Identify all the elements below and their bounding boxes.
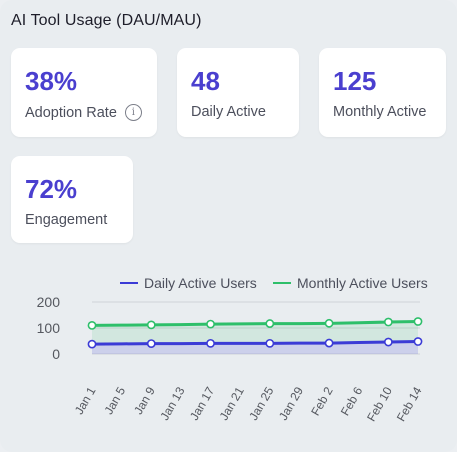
data-point	[206, 319, 215, 329]
x-tick-label: Jan 5	[101, 384, 128, 417]
monthly-active-card: 125 Monthly Active	[319, 48, 446, 137]
x-tick-label: Feb 10	[364, 384, 395, 424]
x-tick-label: Jan 17	[187, 384, 217, 422]
data-point	[383, 337, 393, 347]
legend-label: Daily Active Users	[144, 275, 257, 291]
x-tick-label: Jan 25	[246, 384, 276, 422]
data-point	[413, 337, 423, 346]
x-tick-label: Feb 2	[308, 384, 336, 418]
engagement-label: Engagement	[25, 212, 108, 228]
data-point	[324, 318, 334, 328]
data-point	[324, 338, 334, 348]
daily-active-label: Daily Active	[191, 104, 266, 120]
data-point	[413, 317, 423, 326]
x-tick-label: Feb 6	[338, 384, 366, 418]
x-tick-label: Jan 21	[217, 384, 247, 422]
engagement-value: 72%	[25, 174, 78, 204]
info-icon[interactable]: i	[124, 104, 142, 121]
data-point	[146, 339, 156, 348]
data-point	[265, 338, 275, 348]
monthly-active-value: 125	[333, 66, 377, 96]
data-point	[383, 317, 393, 327]
engagement-card: 72% Engagement	[11, 156, 133, 243]
y-tick-label: 200	[37, 294, 61, 310]
adoption-rate-label-row: Adoption Rate i	[25, 104, 142, 121]
mau-area-fill	[92, 321, 418, 345]
data-point	[146, 320, 156, 330]
y-tick-label: 100	[37, 320, 61, 336]
data-point	[87, 321, 97, 330]
monthly-active-label: Monthly Active	[333, 104, 427, 120]
x-tick-label: Jan 29	[276, 384, 306, 422]
adoption-rate-value: 38%	[25, 66, 78, 96]
series-line	[91, 320, 419, 327]
legend-label: Monthly Active Users	[297, 275, 428, 291]
page-title: AI Tool Usage (DAU/MAU)	[11, 12, 202, 29]
data-point	[87, 339, 97, 349]
daily-active-card: 48 Daily Active	[177, 48, 299, 137]
y-tick-label: 0	[52, 346, 60, 362]
x-tick-label: Jan 1	[72, 384, 99, 417]
x-tick-label: Jan 13	[157, 384, 187, 422]
daily-active-value: 48	[191, 66, 220, 96]
adoption-rate-label: Adoption Rate	[25, 104, 117, 121]
data-point	[265, 319, 275, 328]
adoption-rate-card: 38% Adoption Rate i	[11, 48, 157, 137]
data-point	[206, 338, 215, 348]
line-chart: 0 100 200 Daily Active Users Monthly Active …	[37, 275, 428, 424]
series-line	[91, 340, 419, 346]
x-tick-label: Feb 14	[394, 384, 425, 424]
x-tick-label: Jan 9	[131, 384, 158, 417]
